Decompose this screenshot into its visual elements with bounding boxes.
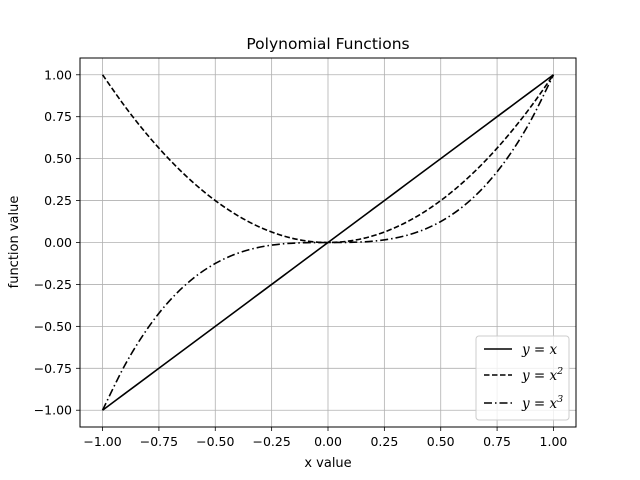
legend-label-base: y = x (521, 342, 558, 358)
y-tick-label: 0.25 (44, 193, 72, 208)
chart-title: Polynomial Functions (246, 35, 409, 53)
y-axis-label: function value (7, 196, 22, 289)
y-tick-label: −0.25 (34, 277, 72, 292)
x-tick-label: 0.50 (427, 434, 455, 449)
x-tick-label: −0.75 (140, 434, 178, 449)
y-tick-label: 0.00 (44, 235, 72, 250)
y-tick-label: 1.00 (44, 67, 72, 82)
x-tick-label: −0.50 (196, 434, 234, 449)
series-line-3 (101, 74, 555, 411)
x-tick-label: 1.00 (540, 434, 568, 449)
x-axis-label: x value (304, 456, 351, 471)
x-tick-label: 0.75 (483, 434, 511, 449)
legend-box (475, 335, 570, 421)
legend-label-base: y = x (521, 396, 558, 412)
y-tick-label: −1.00 (34, 403, 72, 418)
legend: y = xy = x2y = x3 (475, 335, 570, 421)
x-tick-label: 0.25 (370, 434, 398, 449)
x-tick-label: −1.00 (83, 434, 121, 449)
legend-label-base: y = x (521, 368, 558, 384)
legend-label-exponent: 3 (557, 394, 563, 405)
series-line-2 (101, 74, 555, 244)
x-tick-label: −0.25 (252, 434, 290, 449)
y-tick-label: −0.75 (34, 361, 72, 376)
legend-label-3: y = x3 (521, 394, 563, 412)
plot-lines (101, 74, 555, 411)
x-tick-label: 0.00 (314, 434, 342, 449)
legend-label-exponent: 2 (556, 366, 563, 377)
y-axis-ticks: −1.00 −0.75 −0.50 −0.25 0.00 0.25 0.50 0.75 1.00 (34, 67, 80, 418)
y-tick-label: −0.50 (34, 319, 72, 334)
y-tick-label: 0.75 (44, 109, 72, 124)
legend-label-2: y = x2 (521, 366, 563, 384)
y-tick-label: 0.50 (44, 151, 72, 166)
x-axis-ticks: −1.00 −0.75 −0.50 −0.25 0.00 0.25 0.50 0.75 1.00 (83, 427, 567, 449)
legend-label-1: y = x (521, 342, 558, 358)
